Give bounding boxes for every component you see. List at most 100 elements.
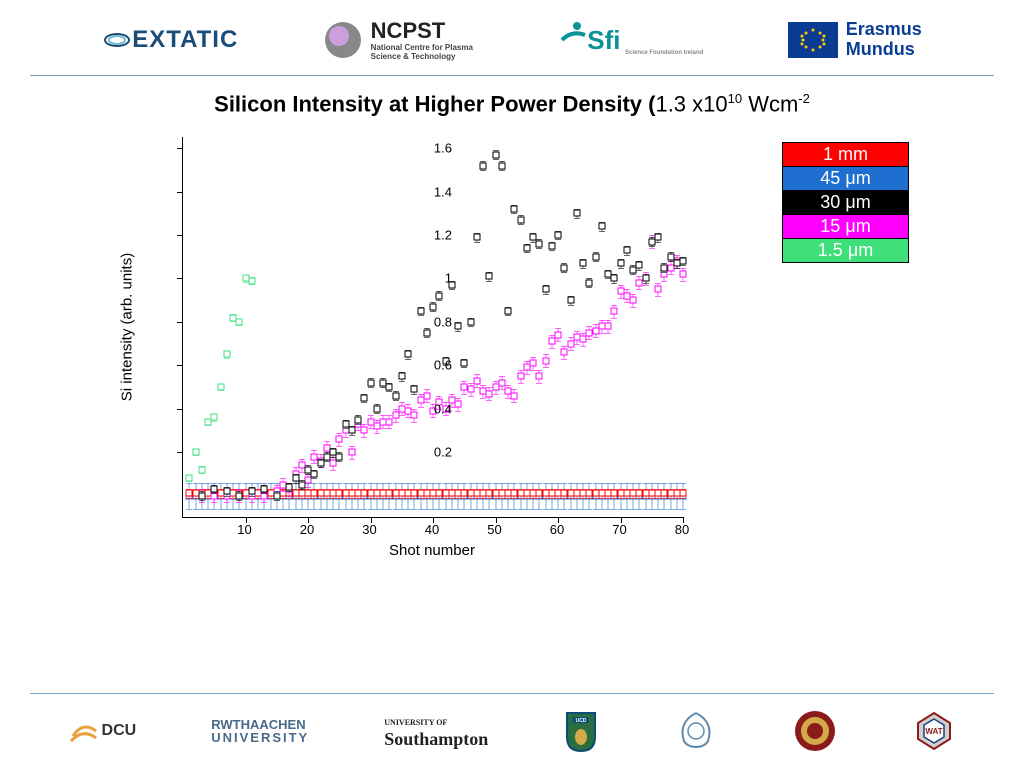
bottom-logo-bar: DCU RWTHAACHENUNIVERSITY UNIVERSITY OFSo…	[30, 693, 994, 768]
legend-item: 1 mm	[783, 143, 908, 167]
y-axis-label: Si intensity (arb. units)	[119, 253, 136, 401]
data-point	[592, 253, 599, 260]
data-point	[336, 453, 343, 460]
ytick-label: 0.6	[434, 358, 452, 373]
data-point	[655, 286, 662, 293]
data-point	[248, 277, 255, 284]
data-point	[186, 475, 193, 482]
data-point	[298, 481, 305, 488]
data-point	[467, 318, 474, 325]
xtick-label: 10	[237, 522, 251, 537]
logo-ncpst: NCPST National Centre for Plasma Science…	[323, 15, 473, 65]
data-point	[386, 384, 393, 391]
data-point	[623, 247, 630, 254]
data-point	[617, 260, 624, 267]
logo-wat: WAT	[912, 709, 956, 753]
logo-czech	[674, 709, 718, 753]
ytick-label: 0.4	[434, 401, 452, 416]
legend-item: 30 μm	[783, 191, 908, 215]
logo-ucd: UCD	[563, 709, 599, 753]
data-point	[505, 308, 512, 315]
legend: 1 mm45 μm30 μm15 μm1.5 μm	[782, 142, 909, 263]
data-point	[492, 151, 499, 158]
logo-sfi-text: Sfi	[587, 25, 620, 55]
logo-erasmus: ErasmusMundus	[788, 15, 922, 65]
plasma-icon	[323, 20, 363, 60]
logo-erasmus-text: ErasmusMundus	[846, 20, 922, 60]
data-point	[567, 297, 574, 304]
data-point	[680, 490, 687, 497]
data-point	[536, 240, 543, 247]
data-point	[261, 486, 268, 493]
data-point	[486, 273, 493, 280]
data-point	[680, 258, 687, 265]
data-point	[392, 392, 399, 399]
data-point	[586, 279, 593, 286]
wave-icon	[102, 20, 132, 60]
data-point	[680, 271, 687, 278]
data-point	[192, 449, 199, 456]
data-point	[530, 360, 537, 367]
data-point	[286, 483, 293, 490]
title-bold: Silicon Intensity at Higher Power Densit…	[214, 91, 655, 116]
sfi-icon	[557, 20, 587, 60]
ytick-label: 1.2	[434, 228, 452, 243]
data-point	[517, 216, 524, 223]
data-point	[630, 297, 637, 304]
data-point	[536, 373, 543, 380]
data-point	[236, 492, 243, 499]
data-point	[636, 262, 643, 269]
svg-text:WAT: WAT	[926, 727, 943, 736]
data-point	[211, 414, 218, 421]
x-axis-label: Shot number	[389, 542, 475, 559]
logo-rwth: RWTHAACHENUNIVERSITY	[211, 718, 309, 744]
data-point	[248, 488, 255, 495]
xtick-label: 80	[675, 522, 689, 537]
data-point	[480, 162, 487, 169]
xtick-label: 60	[550, 522, 564, 537]
logo-ncpst-text: NCPST	[371, 18, 473, 44]
data-point	[561, 264, 568, 271]
title-sup2: -2	[798, 91, 810, 106]
data-point	[223, 351, 230, 358]
data-point	[223, 488, 230, 495]
ytick-label: 1	[445, 271, 452, 286]
data-point	[436, 292, 443, 299]
data-point	[642, 275, 649, 282]
logo-dcu-text: DCU	[102, 722, 137, 740]
data-point	[555, 331, 562, 338]
data-point	[311, 470, 318, 477]
data-point	[555, 232, 562, 239]
logo-ncpst-sub: National Centre for Plasma Science & Tec…	[371, 44, 473, 62]
ytick-label: 0.8	[434, 314, 452, 329]
data-point	[423, 392, 430, 399]
data-point	[355, 416, 362, 423]
data-point	[348, 449, 355, 456]
xtick-label: 70	[612, 522, 626, 537]
data-point	[461, 360, 468, 367]
logo-southampton-text: Southampton	[384, 729, 488, 749]
data-point	[455, 401, 462, 408]
data-point	[611, 308, 618, 315]
scatter-plot	[182, 137, 683, 518]
top-logo-bar: EXTATIC NCPST National Centre for Plasma…	[30, 0, 994, 76]
xtick-label: 30	[362, 522, 376, 537]
data-point	[661, 264, 668, 271]
chart-container: Si intensity (arb. units) Shot number 1 …	[62, 137, 962, 557]
data-point	[417, 308, 424, 315]
data-point	[348, 427, 355, 434]
data-point	[198, 492, 205, 499]
data-point	[473, 377, 480, 384]
data-point	[655, 234, 662, 241]
data-point	[611, 275, 618, 282]
title-sup1: 10	[728, 91, 742, 106]
data-point	[573, 210, 580, 217]
data-point	[511, 392, 518, 399]
data-point	[498, 162, 505, 169]
logo-sfi: Sfi Science Foundation Ireland	[557, 15, 703, 65]
data-point	[423, 329, 430, 336]
data-point	[217, 384, 224, 391]
data-point	[211, 486, 218, 493]
data-point	[373, 405, 380, 412]
data-point	[405, 351, 412, 358]
